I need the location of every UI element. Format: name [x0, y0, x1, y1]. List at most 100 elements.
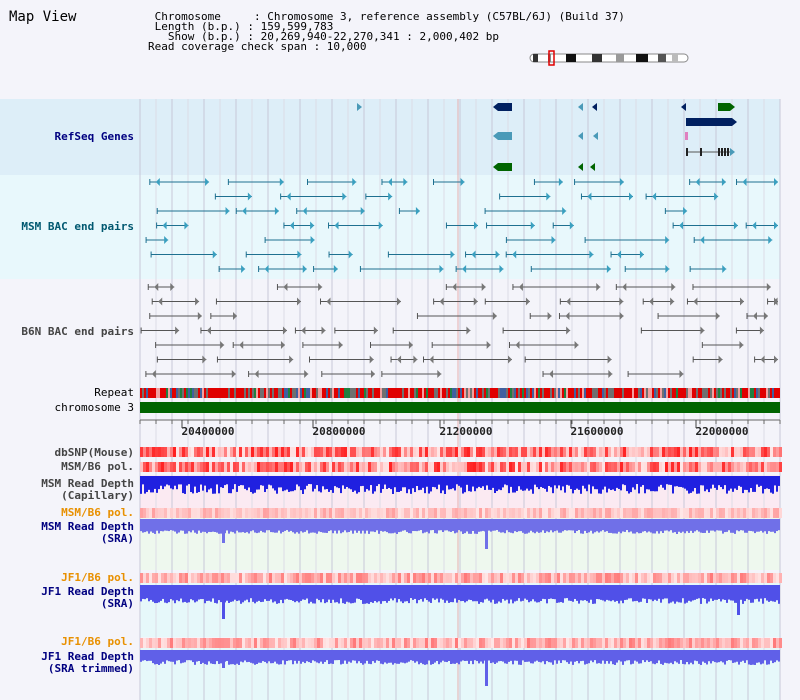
heat-track[interactable] — [140, 638, 782, 648]
heat-track[interactable] — [140, 573, 782, 583]
bac-end-pair[interactable] — [218, 265, 246, 273]
read-depth-tracks[interactable] — [140, 476, 780, 686]
bac-end-pair[interactable] — [309, 355, 374, 364]
bac-end-pair[interactable] — [258, 265, 307, 273]
bac-end-pair[interactable] — [692, 355, 723, 364]
gene-marker[interactable] — [592, 103, 597, 111]
bac-end-pair[interactable] — [156, 207, 230, 215]
bac-end-pair[interactable] — [640, 326, 705, 335]
bac-end-pair[interactable] — [328, 221, 383, 230]
bac-end-pair[interactable] — [321, 370, 375, 378]
bac-end-pair[interactable] — [214, 192, 252, 201]
bac-end-pair[interactable] — [313, 265, 338, 273]
bac-end-pair[interactable] — [328, 250, 353, 259]
bac-end-pair[interactable] — [486, 221, 535, 230]
read-depth-track[interactable] — [140, 476, 780, 494]
bac-end-pair[interactable] — [530, 265, 611, 273]
bac-end-pair[interactable] — [512, 283, 601, 291]
heat-track[interactable] — [140, 508, 782, 518]
bac-end-pair[interactable] — [210, 312, 238, 320]
bac-end-pair[interactable] — [422, 355, 512, 364]
bac-end-pair[interactable] — [416, 312, 497, 320]
bac-end-pair[interactable] — [294, 326, 326, 335]
heat-track[interactable] — [140, 462, 782, 472]
bac-end-pair[interactable] — [156, 355, 207, 364]
bac-end-pair[interactable] — [445, 283, 486, 291]
bac-end-pair[interactable] — [735, 326, 764, 335]
bac-end-pair[interactable] — [624, 265, 670, 273]
gene-marker[interactable] — [593, 132, 598, 140]
bac-end-pair[interactable] — [381, 178, 408, 186]
bac-end-pair[interactable] — [369, 341, 413, 349]
bac-end-pair[interactable] — [149, 178, 210, 186]
bac-end-pair[interactable] — [235, 207, 279, 215]
bac-end-pair[interactable] — [215, 297, 302, 306]
bac-end-pair[interactable] — [664, 207, 688, 215]
bac-end-pair[interactable] — [672, 221, 738, 230]
bac-end-pair[interactable] — [359, 265, 444, 273]
bac-end-pair[interactable] — [580, 192, 634, 201]
bac-end-pair[interactable] — [216, 355, 294, 364]
gene-feature[interactable] — [493, 163, 512, 171]
bac-end-pair[interactable] — [280, 192, 347, 201]
bac-end-pair[interactable] — [302, 341, 343, 349]
gene-marker[interactable] — [578, 163, 583, 171]
bac-end-pair[interactable] — [701, 341, 744, 349]
bac-end-pair[interactable] — [264, 236, 315, 244]
bac-end-pair[interactable] — [642, 297, 675, 306]
bac-end-pair[interactable] — [505, 250, 594, 259]
bac-end-pair[interactable] — [276, 283, 323, 291]
bac-end-pair[interactable] — [499, 192, 551, 201]
bac-end-pair[interactable] — [767, 297, 778, 306]
bac-end-pair[interactable] — [151, 297, 200, 306]
bac-end-pair[interactable] — [155, 341, 225, 349]
bac-end-pair[interactable] — [200, 326, 287, 335]
bac-end-pair[interactable] — [657, 312, 720, 320]
bac-end-pair[interactable] — [610, 250, 644, 259]
bac-end-pair[interactable] — [145, 370, 236, 378]
chromosome-ideogram[interactable] — [529, 50, 689, 66]
bac-end-pair[interactable] — [558, 312, 624, 320]
bac-end-pair[interactable] — [248, 370, 309, 378]
bac-end-pair[interactable] — [574, 178, 624, 186]
bac-end-pair[interactable] — [334, 326, 378, 335]
bac-end-pair[interactable] — [754, 355, 778, 364]
gene-marker[interactable] — [730, 148, 735, 156]
read-depth-track[interactable] — [140, 650, 780, 686]
gene-marker[interactable] — [357, 103, 362, 111]
bac-end-pair[interactable] — [381, 370, 442, 378]
bac-end-pair[interactable] — [505, 236, 556, 244]
bac-end-pair[interactable] — [533, 178, 563, 186]
read-depth-track[interactable] — [140, 585, 780, 619]
bac-end-pair[interactable] — [542, 370, 613, 378]
gene-marker[interactable] — [578, 132, 583, 140]
bac-end-pair[interactable] — [227, 178, 284, 186]
bac-end-pair[interactable] — [455, 265, 504, 273]
bac-end-pair[interactable] — [465, 250, 500, 259]
gene-marker[interactable] — [681, 103, 686, 111]
bac-end-pair[interactable] — [484, 207, 567, 215]
bac-end-pair[interactable] — [306, 178, 357, 186]
chromosome-bar[interactable] — [140, 402, 780, 413]
bac-end-pair[interactable] — [686, 297, 744, 306]
gene-feature[interactable] — [493, 103, 512, 111]
bac-end-pair[interactable] — [529, 312, 552, 320]
bac-end-pair[interactable] — [156, 221, 189, 230]
repeat-track[interactable] — [140, 388, 780, 398]
bac-end-pair[interactable] — [433, 297, 478, 306]
bac-end-pair[interactable] — [365, 192, 393, 201]
bac-end-pair[interactable] — [445, 221, 478, 230]
refseq-gene-features[interactable] — [357, 103, 737, 171]
bac-end-pair[interactable] — [524, 355, 612, 364]
bac-end-pair[interactable] — [745, 221, 778, 230]
bac-end-pair[interactable] — [693, 236, 773, 244]
heat-track[interactable] — [140, 447, 782, 457]
bac-end-pair[interactable] — [484, 297, 530, 306]
bac-end-pair[interactable] — [432, 178, 465, 186]
bac-end-pair[interactable] — [746, 312, 768, 320]
bac-end-pair[interactable] — [320, 297, 401, 306]
gene-feature[interactable] — [718, 103, 735, 111]
bac-end-pair[interactable] — [390, 355, 418, 364]
bac-end-pair[interactable] — [150, 250, 217, 259]
